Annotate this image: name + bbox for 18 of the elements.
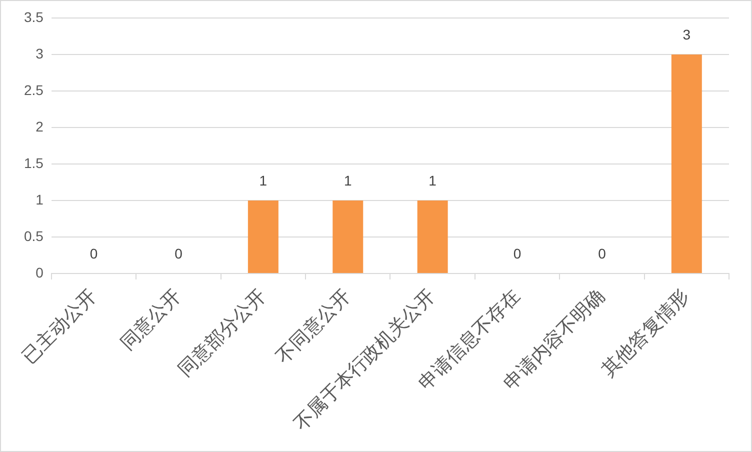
y-tick-label: 0 (36, 264, 44, 280)
y-tick-label: 2.5 (24, 82, 44, 98)
x-tick-label: 已主动公开 (18, 285, 101, 368)
y-tick-label: 1 (36, 191, 44, 208)
y-tick-label: 0.5 (24, 228, 44, 244)
y-tick-label: 3 (36, 45, 44, 62)
data-label: 0 (174, 245, 183, 262)
data-label: 0 (90, 245, 98, 262)
data-label: 0 (513, 245, 522, 262)
data-label: 3 (682, 26, 691, 42)
y-tick-label: 3.5 (24, 8, 44, 25)
data-label: 1 (344, 172, 352, 188)
data-label: 1 (259, 172, 268, 188)
x-tick-label: 同意公开 (116, 286, 186, 354)
y-tick-label: 2 (36, 118, 44, 134)
y-tick-label: 1.5 (24, 154, 44, 171)
data-label: 0 (598, 245, 606, 262)
data-label: 1 (428, 172, 437, 188)
